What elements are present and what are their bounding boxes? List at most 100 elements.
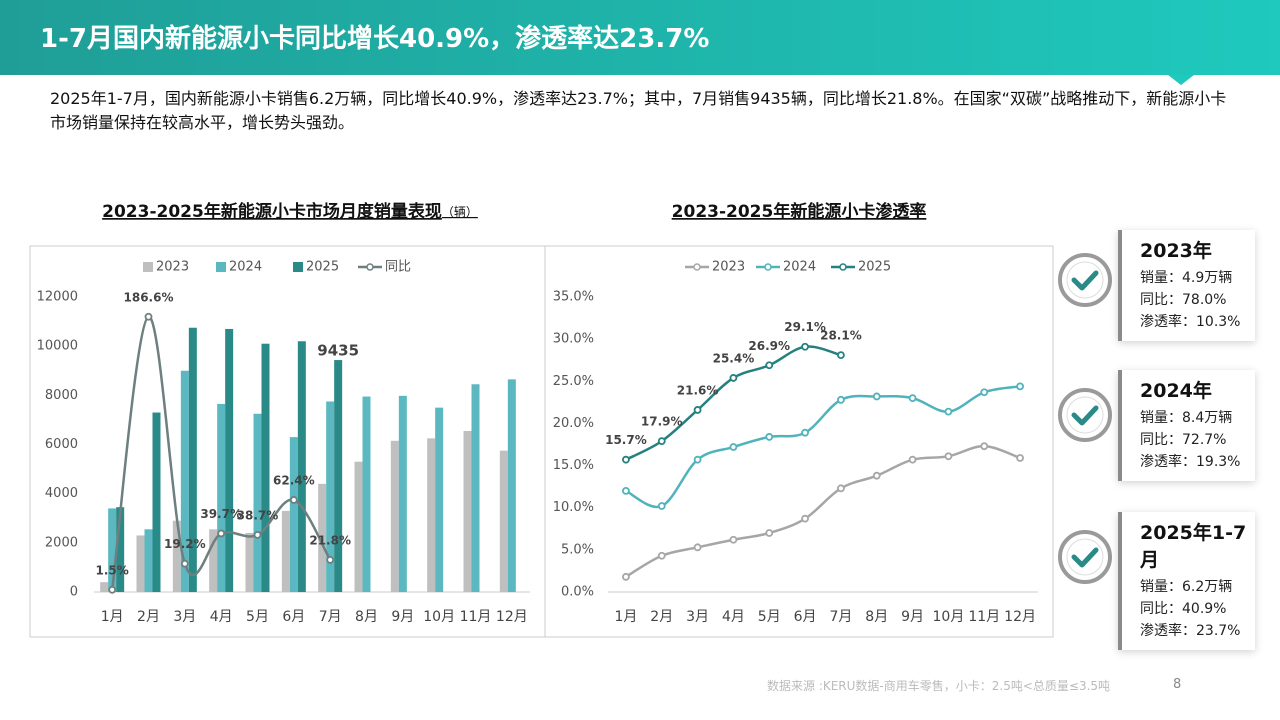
bar: [100, 582, 109, 592]
data-label: 19.2%: [164, 537, 206, 551]
bar: [354, 461, 363, 592]
legend-marker: [839, 263, 847, 271]
x-tick-label: 8月: [355, 609, 378, 625]
bar: [507, 379, 516, 592]
chart-title: 2023-2025年新能源小卡市场月度销量表现（辆）: [102, 201, 478, 222]
data-label: 38.7%: [237, 508, 279, 522]
bar: [136, 535, 145, 592]
data-label: 186.6%: [124, 290, 174, 304]
bar: [289, 437, 298, 592]
header-pointer: [1168, 75, 1194, 85]
icon-check: [1071, 270, 1099, 291]
x-tick-label: 7月: [319, 609, 342, 625]
bar: [172, 520, 181, 592]
x-tick-label: 5月: [758, 609, 781, 625]
y-tick-label: 10.0%: [553, 500, 594, 515]
card-line: 渗透率：10.3%: [1140, 314, 1241, 330]
line-marker: [944, 407, 953, 416]
y-tick-label: 30.0%: [553, 332, 594, 347]
card-title: 2023年: [1140, 240, 1212, 262]
y-tick-label: 5.0%: [561, 542, 594, 557]
data-label: 26.9%: [748, 339, 790, 353]
x-tick-label: 3月: [173, 609, 196, 625]
y-tick-label: 20.0%: [553, 416, 594, 431]
data-label: 15.7%: [605, 433, 647, 447]
line-marker: [980, 388, 989, 397]
legend-marker: [693, 263, 701, 271]
line-marker: [180, 559, 189, 568]
bar: [326, 401, 335, 592]
line-marker: [765, 529, 774, 537]
bar: [297, 341, 306, 592]
line-marker: [1016, 382, 1024, 391]
legend-swatch: [293, 262, 303, 272]
line-marker: [657, 551, 666, 560]
line-marker: [693, 543, 702, 552]
bar-label: 9435: [317, 342, 359, 360]
slide-title: 1-7月国内新能源小卡同比增长40.9%，渗透率达23.7%: [40, 24, 710, 54]
line-marker: [144, 312, 153, 321]
card-title: 2025年1-7月: [1140, 522, 1247, 571]
y-tick-label: 12000: [37, 290, 78, 305]
line-marker: [326, 555, 335, 564]
line-marker: [837, 484, 845, 493]
legend-label: 2023: [712, 260, 745, 275]
x-tick-label: 12月: [1004, 609, 1036, 625]
bar: [253, 413, 262, 592]
bar: [152, 412, 161, 592]
line-marker: [837, 351, 845, 360]
x-tick-label: 4月: [210, 609, 233, 625]
chart-frame: [544, 245, 1054, 638]
bar: [108, 508, 117, 592]
bar: [435, 407, 444, 592]
card-line: 销量：8.4万辆: [1140, 410, 1233, 426]
line-marker: [944, 452, 953, 461]
line-marker: [872, 471, 881, 480]
y-tick-label: 8000: [45, 388, 78, 403]
bar: [116, 507, 125, 592]
data-label: 29.1%: [784, 320, 826, 334]
line-marker: [289, 496, 298, 504]
bar: [281, 510, 290, 592]
y-tick-label: 0.0%: [561, 585, 594, 600]
card-title: 2024年: [1140, 380, 1212, 402]
line-marker: [801, 428, 809, 437]
bar: [499, 450, 508, 592]
bar: [390, 440, 399, 592]
x-tick-label: 7月: [829, 609, 852, 625]
icon-inner: [1066, 261, 1104, 299]
card-line: 同比：40.9%: [1140, 601, 1227, 617]
legend-label: 2024: [783, 260, 816, 275]
bar: [318, 483, 327, 592]
line-marker: [108, 585, 117, 594]
line-marker: [801, 342, 809, 351]
stat-card: 2025年1-7月 销量：6.2万辆 同比：40.9% 渗透率：23.7%: [1118, 512, 1255, 650]
data-label: 21.8%: [309, 533, 351, 547]
data-label: 25.4%: [713, 351, 755, 365]
y-tick-label: 0: [70, 585, 78, 600]
data-label: 39.7%: [200, 507, 242, 521]
bar: [334, 360, 343, 592]
bar: [471, 384, 480, 592]
x-tick-label: 9月: [391, 609, 414, 625]
chart-title-main: 2023-2025年新能源小卡渗透率: [672, 201, 927, 222]
bar: [261, 343, 270, 592]
legend-marker: [764, 263, 772, 271]
x-tick-label: 10月: [933, 609, 965, 625]
card-line: 同比：78.0%: [1140, 292, 1227, 308]
line-marker: [693, 455, 702, 464]
line-marker: [908, 455, 917, 464]
bar: [209, 529, 218, 592]
x-tick-label: 8月: [865, 609, 888, 625]
line-marker: [253, 531, 262, 539]
x-tick-label: 5月: [246, 609, 269, 625]
line-marker: [729, 443, 738, 451]
line-marker: [657, 437, 666, 446]
x-tick-label: 1月: [614, 609, 637, 625]
bar: [245, 533, 254, 592]
bar: [180, 370, 189, 592]
icon-check: [1071, 405, 1099, 426]
data-label: 1.5%: [96, 563, 129, 577]
legend-swatch: [216, 262, 226, 272]
